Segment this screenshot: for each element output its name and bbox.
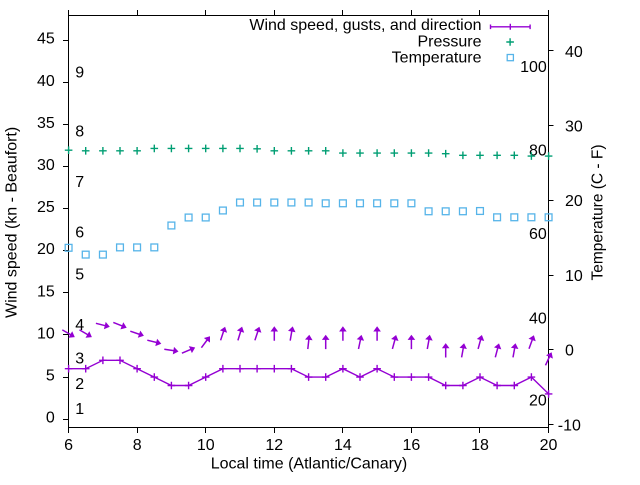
svg-text:30: 30 [37,157,55,174]
svg-text:0: 0 [46,410,55,427]
svg-text:1: 1 [75,401,84,418]
svg-text:5: 5 [75,267,84,284]
svg-text:-10: -10 [558,417,581,434]
svg-text:25: 25 [37,199,55,216]
svg-text:3: 3 [75,351,84,368]
svg-text:40: 40 [529,310,547,327]
svg-text:10: 10 [37,325,55,342]
svg-text:10: 10 [197,437,215,454]
svg-text:Pressure: Pressure [417,33,481,50]
svg-text:4: 4 [75,317,84,334]
svg-text:6: 6 [75,224,84,241]
svg-text:0: 0 [565,343,574,360]
svg-text:20: 20 [37,241,55,258]
svg-text:Temperature (C - F): Temperature (C - F) [590,144,607,280]
svg-text:30: 30 [565,119,583,136]
svg-text:20: 20 [529,392,547,409]
svg-text:40: 40 [37,73,55,90]
svg-text:20: 20 [565,193,583,210]
svg-text:7: 7 [75,174,84,191]
svg-text:40: 40 [565,44,583,61]
svg-text:9: 9 [75,64,84,81]
svg-text:100: 100 [520,59,547,76]
svg-text:80: 80 [529,142,547,159]
svg-text:16: 16 [403,437,421,454]
svg-text:2: 2 [75,376,84,393]
svg-text:Temperature: Temperature [392,49,482,66]
svg-text:Local time (Atlantic/Canary): Local time (Atlantic/Canary) [211,456,408,473]
svg-text:6: 6 [64,437,73,454]
svg-text:14: 14 [334,437,352,454]
svg-text:60: 60 [529,226,547,243]
svg-text:45: 45 [37,31,55,48]
svg-text:12: 12 [265,437,283,454]
svg-text:10: 10 [565,268,583,285]
svg-text:8: 8 [75,123,84,140]
svg-text:20: 20 [540,437,558,454]
svg-text:5: 5 [46,368,55,385]
svg-text:18: 18 [471,437,489,454]
svg-text:Wind speed, gusts, and directi: Wind speed, gusts, and direction [249,17,481,34]
svg-text:15: 15 [37,283,55,300]
svg-text:Wind speed (kn - Beaufort): Wind speed (kn - Beaufort) [4,127,21,318]
svg-text:8: 8 [133,437,142,454]
svg-text:35: 35 [37,115,55,132]
